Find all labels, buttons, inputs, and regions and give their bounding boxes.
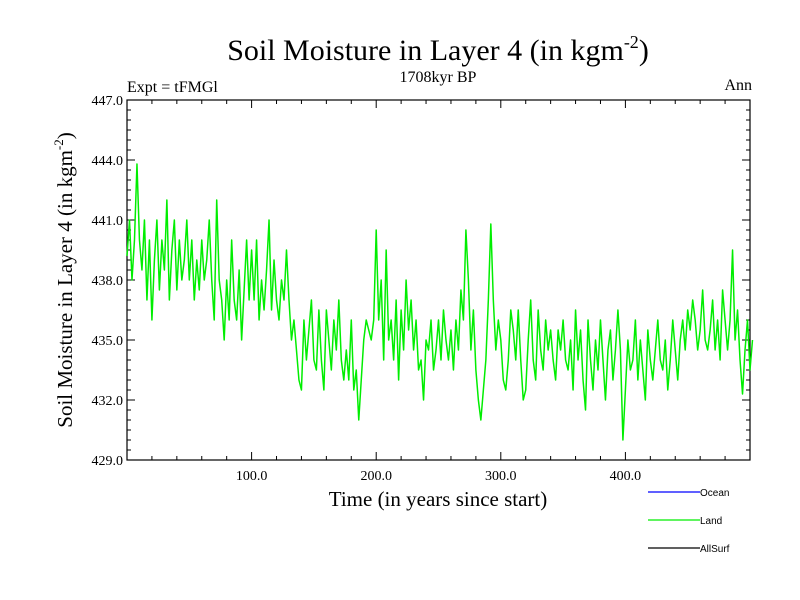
legend: Ocean Land AllSurf <box>648 488 730 555</box>
x-tick-label: 100.0 <box>236 469 268 484</box>
series-line-land <box>126 163 754 441</box>
legend-label-allsurf: AllSurf <box>700 544 730 555</box>
x-tick-label: 400.0 <box>610 469 642 484</box>
x-tick-labels: 100.0 200.0 300.0 400.0 <box>236 469 641 484</box>
y-tick-label: 438.0 <box>92 274 124 289</box>
y-tick-label: 429.0 <box>92 454 124 469</box>
legend-label-land: Land <box>700 516 722 527</box>
chart-title: Soil Moisture in Layer 4 (in kgm-2) <box>227 32 649 67</box>
y-tick-label: 432.0 <box>92 394 124 409</box>
legend-label-ocean: Ocean <box>700 488 729 499</box>
y-tick-label: 444.0 <box>92 154 124 169</box>
plot-frame <box>126 99 751 461</box>
subtitle-right: Ann <box>724 77 752 94</box>
subtitle-center: 1708kyr BP <box>400 69 477 86</box>
subtitle-left: Expt = tFMGl <box>127 79 218 96</box>
x-tick-label: 200.0 <box>360 469 392 484</box>
x-axis-label: Time (in years since start) <box>329 487 548 511</box>
x-tick-label: 300.0 <box>485 469 517 484</box>
y-tick-labels: 429.0 432.0 435.0 438.0 441.0 444.0 447.0 <box>92 94 124 469</box>
axis-ticks <box>126 99 751 461</box>
y-tick-label: 447.0 <box>92 94 124 109</box>
y-tick-label: 441.0 <box>92 214 124 229</box>
y-tick-label: 435.0 <box>92 334 124 349</box>
y-axis-label: Soil Moisture in Layer 4 (in kgm-2) <box>51 132 77 427</box>
